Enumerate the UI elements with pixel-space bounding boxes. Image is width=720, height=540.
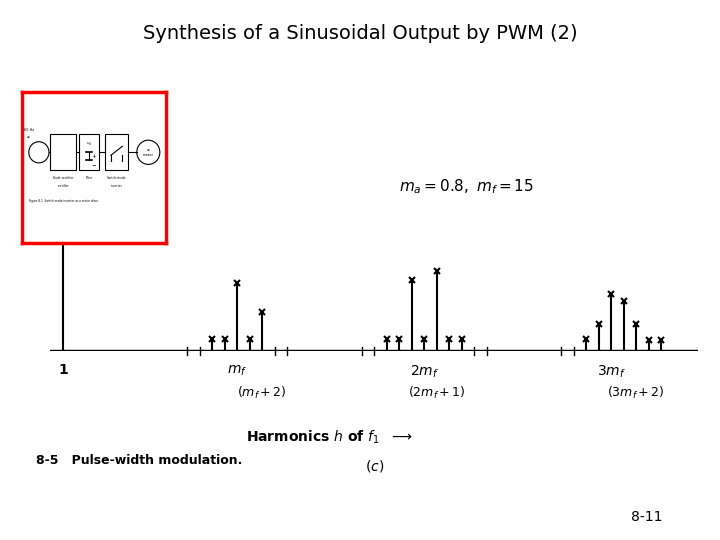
Text: 1: 1 <box>58 363 68 377</box>
Text: $+$: $+$ <box>91 152 96 160</box>
Text: $2m_f$: $2m_f$ <box>410 363 438 380</box>
Text: $m_f$: $m_f$ <box>228 363 248 378</box>
Bar <box>105 134 128 171</box>
Text: 60 Hz: 60 Hz <box>24 127 34 132</box>
Text: $(c)$: $(c)$ <box>365 458 384 474</box>
Text: ac
motor: ac motor <box>143 148 154 157</box>
Text: Harmonics $h$ of $f_1$  $\longrightarrow$: Harmonics $h$ of $f_1$ $\longrightarrow$ <box>246 429 413 447</box>
Text: $-$: $-$ <box>91 163 96 167</box>
Circle shape <box>137 140 160 164</box>
Text: Figure 8-1  Switch-mode inverter as a motor drive.: Figure 8-1 Switch-mode inverter as a mot… <box>29 199 99 202</box>
Text: 8-5   Pulse-width modulation.: 8-5 Pulse-width modulation. <box>36 454 243 467</box>
Text: $(m_f + 2)$: $(m_f + 2)$ <box>238 385 287 401</box>
Text: Switch-mode: Switch-mode <box>107 176 127 180</box>
Text: $m_a = 0.8,\ m_f = 15$: $m_a = 0.8,\ m_f = 15$ <box>400 178 534 196</box>
Text: $v_d$: $v_d$ <box>86 141 92 148</box>
Text: Filter: Filter <box>86 176 93 180</box>
Text: Diode-rectifier: Diode-rectifier <box>53 176 74 180</box>
Text: $(3m_f + 2)$: $(3m_f + 2)$ <box>607 385 665 401</box>
Text: Synthesis of a Sinusoidal Output by PWM (2): Synthesis of a Sinusoidal Output by PWM … <box>143 24 577 43</box>
Text: $3m_f$: $3m_f$ <box>597 363 626 380</box>
Text: 8-11: 8-11 <box>631 510 662 524</box>
Circle shape <box>29 141 49 163</box>
Text: ac: ac <box>27 135 31 139</box>
Text: rectifier: rectifier <box>58 184 69 187</box>
Text: inverter: inverter <box>111 184 122 187</box>
Bar <box>50 134 76 171</box>
Bar <box>79 134 99 171</box>
Text: $(2m_f + 1)$: $(2m_f + 1)$ <box>408 385 466 401</box>
